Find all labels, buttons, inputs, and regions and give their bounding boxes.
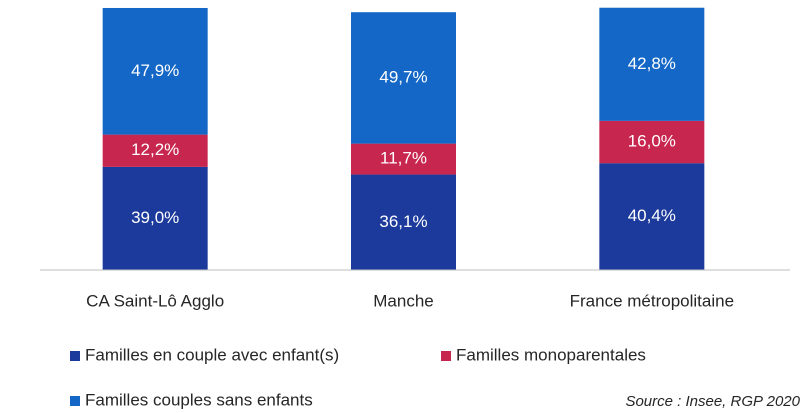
bar-segment (351, 12, 456, 144)
legend-label: Familles monoparentales (456, 345, 646, 364)
bar-segment (599, 7, 705, 121)
data-label: 47,9% (131, 61, 179, 80)
bar-segment (102, 7, 208, 135)
legend-label: Familles en couple avec enfant(s) (85, 345, 339, 364)
data-label: 39,0% (131, 208, 179, 227)
data-label: 12,2% (131, 140, 179, 159)
data-label: 16,0% (628, 132, 676, 151)
legend-swatch (70, 351, 80, 361)
data-label: 36,1% (379, 212, 427, 231)
bar-segment (102, 166, 208, 270)
bar-segment (102, 134, 208, 167)
bar-segment (351, 143, 456, 175)
legend-swatch (441, 351, 451, 361)
data-label: 11,7% (380, 149, 427, 168)
bar-segment (351, 174, 456, 270)
source: Source : Insee, RGP 2020 (625, 393, 800, 410)
data-label: 49,7% (379, 67, 427, 86)
bar-segment (599, 163, 705, 270)
x-tick-label: CA Saint-Lô Agglo (86, 291, 224, 310)
bar-segment (599, 120, 705, 164)
x-tick-label: France métropolitaine (570, 291, 734, 310)
data-label: 42,8% (628, 54, 676, 73)
legend-swatch (70, 396, 80, 406)
x-tick-label: Manche (373, 291, 433, 310)
legend-label: Familles couples sans enfants (85, 390, 313, 409)
data-label: 40,4% (628, 206, 676, 225)
